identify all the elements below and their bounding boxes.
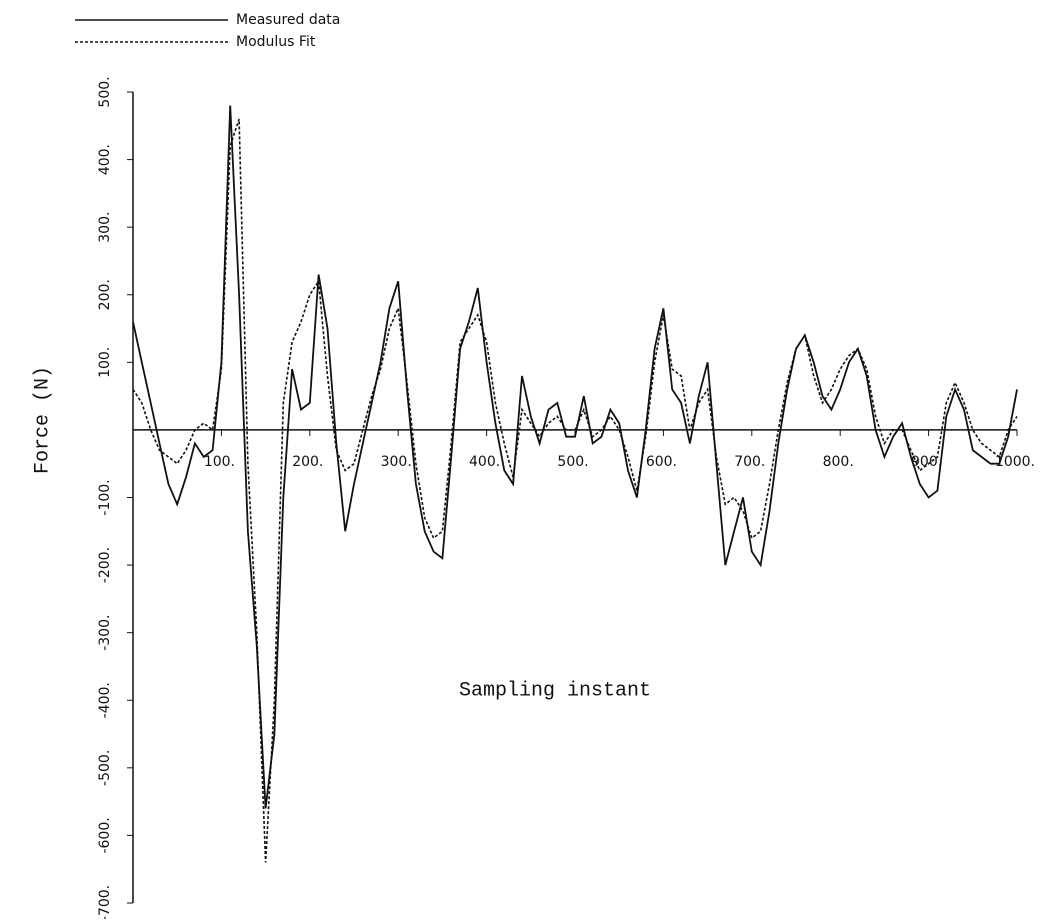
y-tick-label: 200. (97, 279, 113, 310)
x-tick-label: 500. (557, 454, 588, 470)
x-tick-label: 800. (823, 454, 854, 470)
y-tick-label: 300. (97, 212, 113, 243)
x-tick-label: 600. (646, 454, 677, 470)
x-axis-label: Sampling instant (459, 679, 651, 702)
y-tick-label: 500. (97, 76, 113, 107)
x-tick-label: 100. (204, 454, 235, 470)
x-tick-label: 300. (381, 454, 412, 470)
legend-label: Measured data (236, 12, 340, 28)
y-tick-label: -300. (97, 615, 113, 651)
x-tick-label: 700. (734, 454, 765, 470)
x-tick-label: 900. (911, 454, 942, 470)
y-tick-label: -100. (97, 479, 113, 515)
x-tick-label: 200. (292, 454, 323, 470)
x-tick-label: 400. (469, 454, 500, 470)
y-tick-label: -200. (97, 547, 113, 583)
y-tick-label: 400. (97, 144, 113, 175)
data-line (132, 105, 1018, 809)
y-tick-label: -700. (97, 885, 113, 919)
data-line (132, 118, 1018, 863)
x-tick-label: 1000. (995, 454, 1035, 470)
legend-label: Modulus Fit (236, 34, 316, 50)
y-tick-label: -500. (97, 750, 113, 786)
y-axis-label: Force (N) (31, 366, 54, 474)
y-tick-label: -600. (97, 817, 113, 853)
y-tick-label: -400. (97, 682, 113, 718)
y-tick-label: 100. (97, 347, 113, 378)
